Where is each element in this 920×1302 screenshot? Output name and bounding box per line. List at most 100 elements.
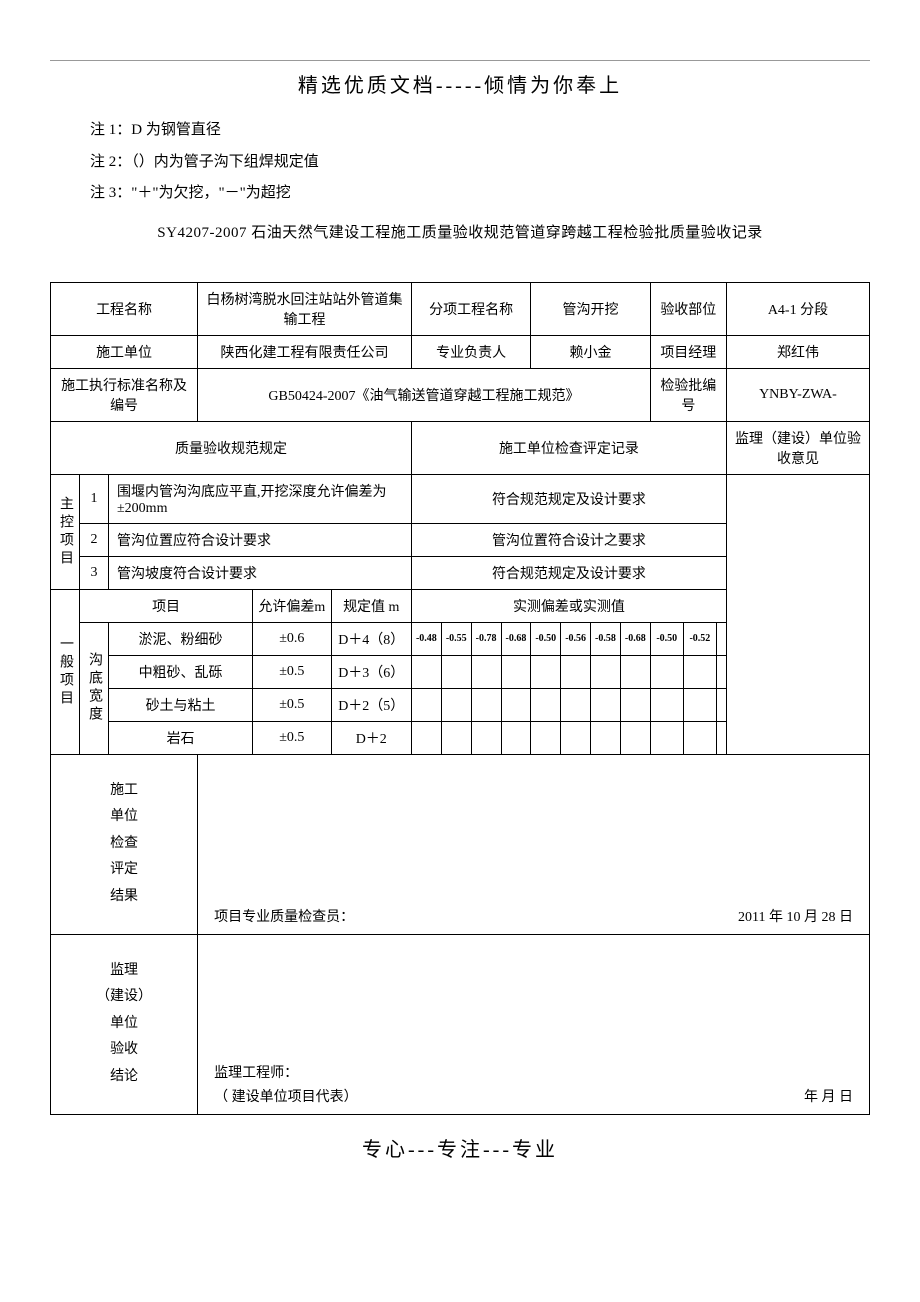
general-r3-tol: ±0.5 [253, 688, 331, 721]
project-name: 白杨树湾脱水回注站站外管道集输工程 [198, 282, 412, 335]
master-idx-3: 3 [80, 556, 109, 589]
general-spec-header: 规定值 m [331, 589, 411, 622]
measured-value: -0.50 [531, 622, 561, 655]
measured-value [716, 721, 726, 754]
accept-part-label: 验收部位 [650, 282, 726, 335]
table-row: 施工单位 陕西化建工程有限责任公司 专业负责人 赖小金 项目经理 郑红伟 [51, 335, 870, 368]
measured-value [411, 721, 441, 754]
constr-unit-label: 施工单位 [51, 335, 198, 368]
general-r2-tol: ±0.5 [253, 655, 331, 688]
master-record-3: 符合规范规定及设计要求 [411, 556, 726, 589]
measured-value [561, 655, 591, 688]
measured-value [441, 688, 471, 721]
measured-value: -0.50 [650, 622, 683, 655]
general-r4-spec: D＋2 [331, 721, 411, 754]
measured-value [620, 721, 650, 754]
table-row: 施工 单位 检查 评定 结果 项目专业质量检查员： 2011 年 10 月 28… [51, 754, 870, 934]
main-table: 工程名称 白杨树湾脱水回注站站外管道集输工程 分项工程名称 管沟开挖 验收部位 … [50, 282, 870, 1115]
batch-no-label: 检验批编号 [650, 368, 726, 421]
measured-value [531, 655, 561, 688]
measured-value [471, 721, 501, 754]
master-record-2: 管沟位置符合设计之要求 [411, 523, 726, 556]
general-item-header: 项目 [80, 589, 253, 622]
general-r2-name: 中粗砂、乱砾 [109, 655, 253, 688]
measured-value [650, 721, 683, 754]
general-r3-spec: D＋2（5） [331, 688, 411, 721]
measured-value [620, 655, 650, 688]
check-record-header: 施工单位检查评定记录 [411, 421, 726, 474]
master-idx-1: 1 [80, 474, 109, 523]
measured-value [411, 655, 441, 688]
table-row: 主控项目 1 围堰内管沟沟底应平直,开挖深度允许偏差为±200mm 符合规范规定… [51, 474, 870, 523]
measured-value: -0.68 [501, 622, 531, 655]
constr-result-label: 施工 单位 检查 评定 结果 [51, 754, 198, 934]
page-footer: 专心---专注---专业 [50, 1133, 870, 1162]
engineer-label: 监理工程师： [214, 1066, 298, 1081]
measured-value [531, 721, 561, 754]
document-title: SY4207-2007 石油天然气建设工程施工质量验收规范管道穿跨越工程检验批质… [50, 221, 870, 242]
sub-project-label: 分项工程名称 [411, 282, 530, 335]
prof-leader-label: 专业负责人 [411, 335, 530, 368]
measured-value [650, 655, 683, 688]
result-date-2: 年 月 日 [804, 1086, 853, 1106]
measured-value [471, 688, 501, 721]
measured-value [683, 655, 716, 688]
pm: 郑红伟 [726, 335, 869, 368]
supervisor-result-label: 监理 （建设） 单位 验收 结论 [51, 934, 198, 1114]
project-name-label: 工程名称 [51, 282, 198, 335]
measured-value: -0.48 [411, 622, 441, 655]
measured-value [716, 622, 726, 655]
pm-label: 项目经理 [650, 335, 726, 368]
measured-value [501, 721, 531, 754]
general-r1-tol: ±0.6 [253, 622, 331, 655]
master-record-1: 符合规范规定及设计要求 [411, 474, 726, 523]
constr-unit: 陕西化建工程有限责任公司 [198, 335, 412, 368]
supervisor-opinion-cell [726, 474, 869, 754]
measured-value [561, 688, 591, 721]
table-row: 质量验收规范规定 施工单位检查评定记录 监理（建设）单位验收意见 [51, 421, 870, 474]
measured-value [411, 688, 441, 721]
general-label: 一般项目 [51, 589, 80, 754]
supervisor-result-cell: 监理工程师： （ 建设单位项目代表） 年 月 日 [198, 934, 870, 1114]
supervisor-opinion-header: 监理（建设）单位验收意见 [726, 421, 869, 474]
general-r1-spec: D＋4（8） [331, 622, 411, 655]
general-r1-name: 淤泥、粉细砂 [109, 622, 253, 655]
measured-value: -0.78 [471, 622, 501, 655]
measured-value [620, 688, 650, 721]
master-desc-3: 管沟坡度符合设计要求 [109, 556, 412, 589]
measured-value [591, 688, 621, 721]
general-group: 沟底宽度 [80, 622, 109, 754]
measured-value: -0.52 [683, 622, 716, 655]
measured-value [441, 655, 471, 688]
measured-value [716, 688, 726, 721]
measured-value [471, 655, 501, 688]
note-3: 注 3："＋"为欠挖，"－"为超挖 [90, 181, 870, 207]
general-r2-spec: D＋3（6） [331, 655, 411, 688]
master-desc-1: 围堰内管沟沟底应平直,开挖深度允许偏差为±200mm [109, 474, 412, 523]
measured-value: -0.68 [620, 622, 650, 655]
general-tol-header: 允许偏差m [253, 589, 331, 622]
measured-value [683, 721, 716, 754]
measured-value [591, 721, 621, 754]
measured-value [683, 688, 716, 721]
std: GB50424-2007《油气输送管道穿越工程施工规范》 [198, 368, 651, 421]
constr-result-cell: 项目专业质量检查员： 2011 年 10 月 28 日 [198, 754, 870, 934]
general-r4-tol: ±0.5 [253, 721, 331, 754]
general-r3-name: 砂土与粘土 [109, 688, 253, 721]
measured-value [531, 688, 561, 721]
accept-part: A4-1 分段 [726, 282, 869, 335]
measured-value [650, 688, 683, 721]
quality-spec-header: 质量验收规范规定 [51, 421, 412, 474]
measured-value [716, 655, 726, 688]
measured-value [501, 655, 531, 688]
master-label: 主控项目 [51, 474, 80, 589]
table-row: 施工执行标准名称及编号 GB50424-2007《油气输送管道穿越工程施工规范》… [51, 368, 870, 421]
master-idx-2: 2 [80, 523, 109, 556]
rep-label: （ 建设单位项目代表） [214, 1086, 358, 1106]
measured-value [501, 688, 531, 721]
general-measured-header: 实测偏差或实测值 [411, 589, 726, 622]
note-2: 注 2：（）内为管子沟下组焊规定值 [90, 150, 870, 176]
batch-no: YNBY-ZWA- [726, 368, 869, 421]
general-r4-name: 岩石 [109, 721, 253, 754]
inspector-label: 项目专业质量检查员： [214, 906, 354, 926]
